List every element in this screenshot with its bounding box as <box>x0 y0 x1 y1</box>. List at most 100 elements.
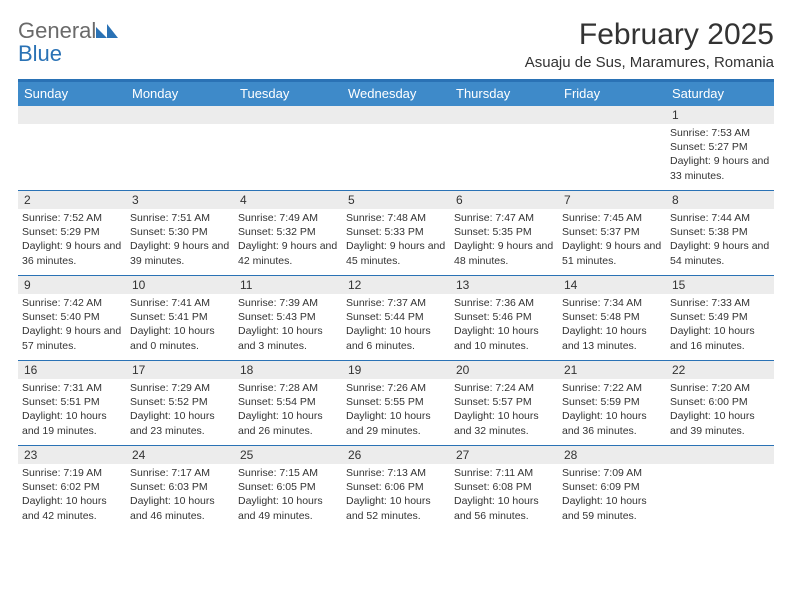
sunrise-text: Sunrise: 7:51 AM <box>130 211 230 225</box>
week-row: 23Sunrise: 7:19 AMSunset: 6:02 PMDayligh… <box>18 446 774 530</box>
day-number <box>18 106 126 124</box>
daylight-text: Daylight: 9 hours and 54 minutes. <box>670 239 770 267</box>
day-header: Monday <box>126 82 234 106</box>
sunset-text: Sunset: 5:59 PM <box>562 395 662 409</box>
sunset-text: Sunset: 6:02 PM <box>22 480 122 494</box>
daylight-text: Daylight: 9 hours and 45 minutes. <box>346 239 446 267</box>
calendar: Sunday Monday Tuesday Wednesday Thursday… <box>18 79 774 530</box>
sunrise-text: Sunrise: 7:29 AM <box>130 381 230 395</box>
day-cell: 2Sunrise: 7:52 AMSunset: 5:29 PMDaylight… <box>18 191 126 275</box>
day-cell <box>18 106 126 190</box>
day-cell: 21Sunrise: 7:22 AMSunset: 5:59 PMDayligh… <box>558 361 666 445</box>
day-header: Thursday <box>450 82 558 106</box>
day-number: 6 <box>450 191 558 209</box>
week-row: 1Sunrise: 7:53 AMSunset: 5:27 PMDaylight… <box>18 106 774 191</box>
day-cell <box>126 106 234 190</box>
day-number <box>342 106 450 124</box>
sunrise-text: Sunrise: 7:41 AM <box>130 296 230 310</box>
day-number: 9 <box>18 276 126 294</box>
sunrise-text: Sunrise: 7:09 AM <box>562 466 662 480</box>
sunset-text: Sunset: 5:33 PM <box>346 225 446 239</box>
daylight-text: Daylight: 9 hours and 48 minutes. <box>454 239 554 267</box>
day-header-row: Sunday Monday Tuesday Wednesday Thursday… <box>18 82 774 106</box>
day-number: 25 <box>234 446 342 464</box>
day-number: 22 <box>666 361 774 379</box>
day-cell: 16Sunrise: 7:31 AMSunset: 5:51 PMDayligh… <box>18 361 126 445</box>
day-header: Saturday <box>666 82 774 106</box>
day-cell: 4Sunrise: 7:49 AMSunset: 5:32 PMDaylight… <box>234 191 342 275</box>
sunset-text: Sunset: 6:03 PM <box>130 480 230 494</box>
day-cell: 26Sunrise: 7:13 AMSunset: 6:06 PMDayligh… <box>342 446 450 530</box>
daylight-text: Daylight: 10 hours and 59 minutes. <box>562 494 662 522</box>
sunrise-text: Sunrise: 7:28 AM <box>238 381 338 395</box>
sunrise-text: Sunrise: 7:13 AM <box>346 466 446 480</box>
daylight-text: Daylight: 10 hours and 42 minutes. <box>22 494 122 522</box>
day-number: 16 <box>18 361 126 379</box>
daylight-text: Daylight: 9 hours and 39 minutes. <box>130 239 230 267</box>
daylight-text: Daylight: 10 hours and 23 minutes. <box>130 409 230 437</box>
day-cell: 20Sunrise: 7:24 AMSunset: 5:57 PMDayligh… <box>450 361 558 445</box>
sunrise-text: Sunrise: 7:42 AM <box>22 296 122 310</box>
day-number: 27 <box>450 446 558 464</box>
sunrise-text: Sunrise: 7:31 AM <box>22 381 122 395</box>
daylight-text: Daylight: 9 hours and 36 minutes. <box>22 239 122 267</box>
daylight-text: Daylight: 10 hours and 49 minutes. <box>238 494 338 522</box>
day-cell <box>234 106 342 190</box>
sunrise-text: Sunrise: 7:37 AM <box>346 296 446 310</box>
day-number: 4 <box>234 191 342 209</box>
sunrise-text: Sunrise: 7:52 AM <box>22 211 122 225</box>
sunrise-text: Sunrise: 7:22 AM <box>562 381 662 395</box>
day-number <box>126 106 234 124</box>
sunset-text: Sunset: 5:55 PM <box>346 395 446 409</box>
sunset-text: Sunset: 5:41 PM <box>130 310 230 324</box>
sunrise-text: Sunrise: 7:39 AM <box>238 296 338 310</box>
day-number <box>450 106 558 124</box>
sunset-text: Sunset: 6:06 PM <box>346 480 446 494</box>
sunrise-text: Sunrise: 7:44 AM <box>670 211 770 225</box>
sunrise-text: Sunrise: 7:19 AM <box>22 466 122 480</box>
sunrise-text: Sunrise: 7:48 AM <box>346 211 446 225</box>
title-block: February 2025 Asuaju de Sus, Maramures, … <box>525 18 774 71</box>
day-number: 10 <box>126 276 234 294</box>
sunset-text: Sunset: 6:00 PM <box>670 395 770 409</box>
sunrise-text: Sunrise: 7:20 AM <box>670 381 770 395</box>
sunset-text: Sunset: 5:52 PM <box>130 395 230 409</box>
sunset-text: Sunset: 5:44 PM <box>346 310 446 324</box>
sunrise-text: Sunrise: 7:34 AM <box>562 296 662 310</box>
day-cell: 13Sunrise: 7:36 AMSunset: 5:46 PMDayligh… <box>450 276 558 360</box>
sunset-text: Sunset: 5:43 PM <box>238 310 338 324</box>
daylight-text: Daylight: 10 hours and 16 minutes. <box>670 324 770 352</box>
day-cell: 22 Sunrise: 7:20 AMSunset: 6:00 PMDayligh… <box>666 361 774 445</box>
day-cell: 7Sunrise: 7:45 AMSunset: 5:37 PMDaylight… <box>558 191 666 275</box>
day-number: 18 <box>234 361 342 379</box>
day-cell <box>450 106 558 190</box>
day-number <box>558 106 666 124</box>
day-cell <box>666 446 774 530</box>
page-title: February 2025 <box>525 18 774 52</box>
sunset-text: Sunset: 5:27 PM <box>670 140 770 154</box>
day-number: 14 <box>558 276 666 294</box>
day-number: 19 <box>342 361 450 379</box>
daylight-text: Daylight: 10 hours and 32 minutes. <box>454 409 554 437</box>
daylight-text: Daylight: 10 hours and 39 minutes. <box>670 409 770 437</box>
daylight-text: Daylight: 10 hours and 13 minutes. <box>562 324 662 352</box>
day-number: 28 <box>558 446 666 464</box>
day-cell: 28Sunrise: 7:09 AMSunset: 6:09 PMDayligh… <box>558 446 666 530</box>
daylight-text: Daylight: 10 hours and 10 minutes. <box>454 324 554 352</box>
sunset-text: Sunset: 6:08 PM <box>454 480 554 494</box>
daylight-text: Daylight: 10 hours and 0 minutes. <box>130 324 230 352</box>
daylight-text: Daylight: 10 hours and 3 minutes. <box>238 324 338 352</box>
day-number: 8 <box>666 191 774 209</box>
sunset-text: Sunset: 5:57 PM <box>454 395 554 409</box>
daylight-text: Daylight: 9 hours and 42 minutes. <box>238 239 338 267</box>
sunrise-text: Sunrise: 7:53 AM <box>670 126 770 140</box>
day-cell: 11Sunrise: 7:39 AMSunset: 5:43 PMDayligh… <box>234 276 342 360</box>
sunset-text: Sunset: 6:05 PM <box>238 480 338 494</box>
sunrise-text: Sunrise: 7:11 AM <box>454 466 554 480</box>
day-cell: 14Sunrise: 7:34 AMSunset: 5:48 PMDayligh… <box>558 276 666 360</box>
day-cell: 27Sunrise: 7:11 AMSunset: 6:08 PMDayligh… <box>450 446 558 530</box>
day-cell: 24Sunrise: 7:17 AMSunset: 6:03 PMDayligh… <box>126 446 234 530</box>
day-number: 20 <box>450 361 558 379</box>
weeks-container: 1Sunrise: 7:53 AMSunset: 5:27 PMDaylight… <box>18 106 774 530</box>
daylight-text: Daylight: 9 hours and 33 minutes. <box>670 154 770 182</box>
